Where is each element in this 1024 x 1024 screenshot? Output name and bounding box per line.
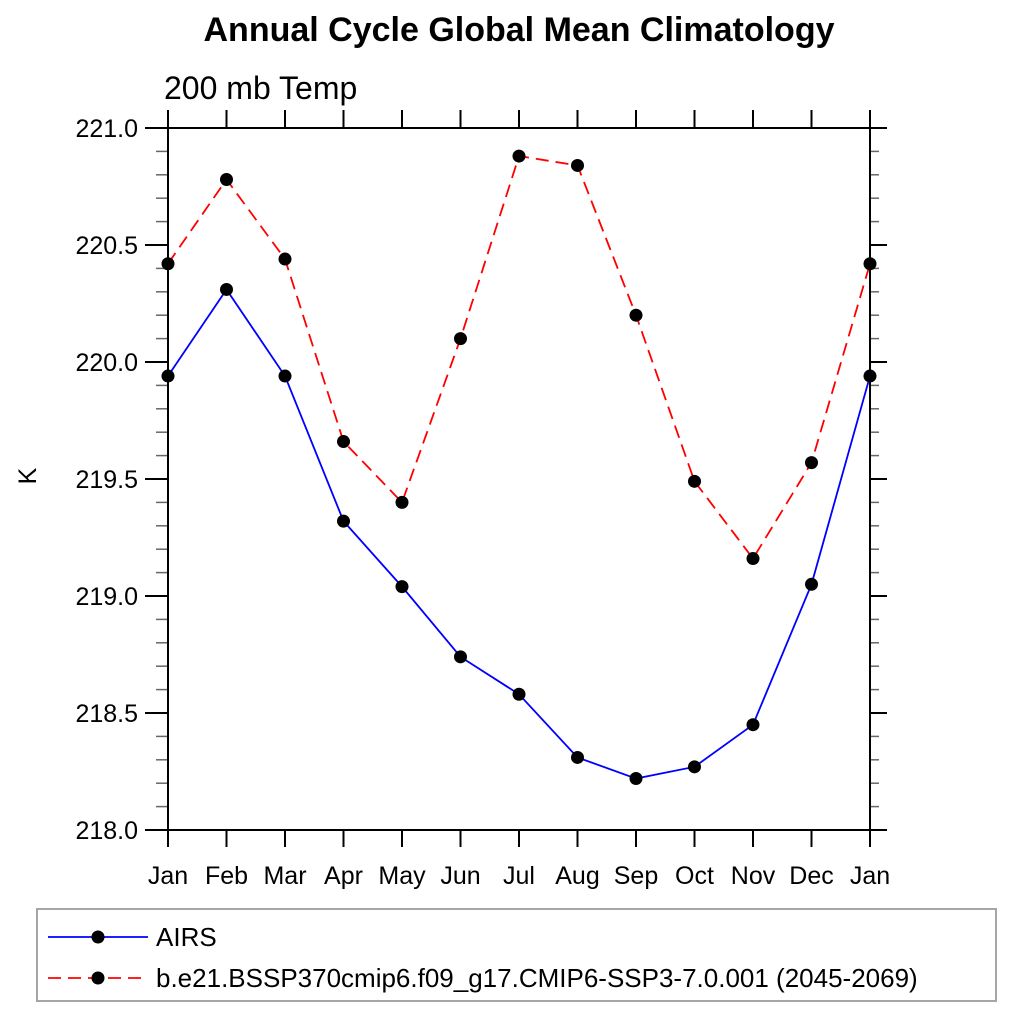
y-axis-tick-label: 219.0	[75, 583, 138, 611]
y-axis-label: K	[14, 467, 42, 484]
model-legend-marker	[91, 971, 105, 985]
chart-title: Annual Cycle Global Mean Climatology	[203, 11, 835, 49]
y-axis-tick-label: 221.0	[75, 115, 138, 143]
data-point-1	[629, 308, 643, 322]
data-point-0	[746, 718, 760, 732]
data-point-1	[571, 158, 584, 172]
x-axis-tick-label: Feb	[205, 862, 248, 890]
y-axis-tick-label: 219.5	[75, 466, 138, 494]
plot-border	[167, 127, 871, 831]
data-point-1	[161, 257, 175, 271]
data-point-0	[863, 369, 877, 383]
model-line-sample	[48, 971, 148, 985]
data-point-1	[278, 252, 292, 266]
legend: AIRS b.e21.BSSP370cmip6.f09_g17.CMIP6-SS…	[36, 908, 997, 1002]
data-point-0	[629, 772, 643, 786]
series-line-0	[167, 287, 871, 780]
chart-subtitle: 200 mb Temp	[164, 70, 358, 106]
x-axis-tick-label: Jan	[148, 862, 188, 890]
legend-label-airs: AIRS	[156, 922, 217, 952]
data-point-0	[278, 369, 292, 383]
annual-cycle-chart: 221.0 220.5 220.0 219.5 219.0 218.5 218.0 Jan Fe…	[14, 110, 890, 890]
legend-item-model: b.e21.BSSP370cmip6.f09_g17.CMIP6-SSP3-7.…	[48, 960, 918, 996]
data-point-0	[454, 650, 467, 664]
data-point-1	[805, 456, 818, 470]
data-point-1	[688, 474, 701, 488]
x-axis-tick-label: Jul	[503, 862, 535, 890]
data-point-0	[220, 282, 233, 296]
airs-line-sample	[48, 930, 148, 944]
x-axis-tick-label: Nov	[731, 862, 776, 890]
data-point-0	[337, 514, 350, 528]
data-point-1	[454, 332, 467, 346]
y-axis-tick-label: 218.0	[75, 817, 138, 845]
data-point-0	[571, 750, 584, 764]
data-point-1	[337, 435, 350, 449]
y-axis-tick-label: 220.0	[75, 349, 138, 377]
y-axis-tick-label: 220.5	[75, 232, 138, 260]
x-axis-tick-label: Jan	[850, 862, 890, 890]
x-axis-tick-label: Dec	[789, 862, 833, 890]
data-point-1	[746, 552, 760, 566]
data-point-0	[805, 577, 818, 591]
airs-legend-marker	[91, 930, 105, 944]
x-axis-tick-label: Jun	[440, 862, 480, 890]
x-axis-tick-label: Sep	[614, 862, 658, 890]
y-axis-tick-label: 218.5	[75, 700, 138, 728]
data-point-0	[161, 369, 175, 383]
data-point-1	[863, 257, 877, 271]
x-axis-tick-label: Aug	[555, 862, 599, 890]
data-point-1	[512, 149, 526, 163]
legend-label-model: b.e21.BSSP370cmip6.f09_g17.CMIP6-SSP3-7.…	[156, 963, 918, 993]
data-point-0	[688, 760, 701, 774]
legend-item-airs: AIRS	[48, 919, 217, 955]
x-axis-tick-label: Oct	[675, 862, 714, 890]
x-axis-tick-label: Apr	[324, 862, 363, 890]
data-point-1	[220, 172, 233, 186]
x-axis-tick-label: May	[378, 862, 426, 890]
x-axis-tick-label: Mar	[263, 862, 306, 890]
data-point-1	[395, 495, 409, 509]
data-point-0	[395, 580, 409, 594]
data-point-0	[512, 687, 526, 701]
